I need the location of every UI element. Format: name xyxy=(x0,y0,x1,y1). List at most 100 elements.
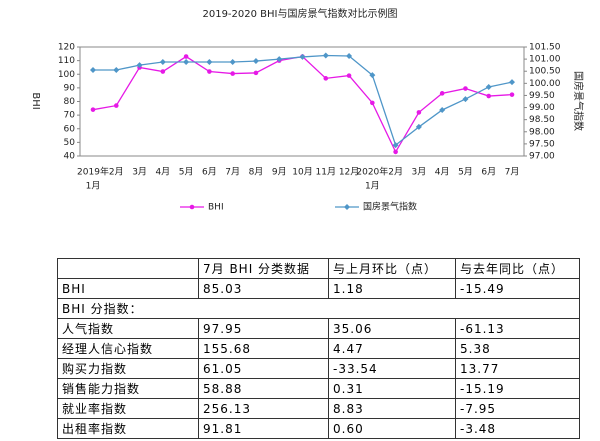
marker xyxy=(299,53,306,60)
x-tick-label: 2月 xyxy=(109,167,124,178)
y2-tick-label: 98.00 xyxy=(529,127,555,137)
table-cell: 91.81 xyxy=(198,418,329,439)
x-tick-label: 7月 xyxy=(505,167,520,178)
marker xyxy=(485,83,492,90)
table-row: 就业率指数 256.13 8.83 -7.95 xyxy=(57,398,580,419)
x-tick-label: 9月 xyxy=(272,167,287,178)
y2-tick-label: 101.00 xyxy=(529,55,561,65)
table-cell: 97.95 xyxy=(198,318,329,339)
table-cell: BHI xyxy=(57,278,199,299)
y-tick-label: 100 xyxy=(58,70,75,80)
table-cell: -3.48 xyxy=(455,418,580,439)
marker xyxy=(462,96,469,103)
x-tick-label: 3月 xyxy=(412,167,427,178)
marker xyxy=(206,59,213,66)
table-header-row: 7月 BHI 分类数据 与上月环比（点） 与去年同比（点） xyxy=(57,258,580,279)
table-row: 出租率指数 91.81 0.60 -3.48 xyxy=(57,418,580,439)
marker xyxy=(207,69,212,74)
x-tick-label: 6月 xyxy=(481,167,496,178)
table-cell: 出租率指数 xyxy=(57,418,199,439)
marker xyxy=(415,123,422,130)
marker xyxy=(136,62,143,69)
x-tick-label: 4月 xyxy=(435,167,450,178)
y-tick-label: 120 xyxy=(58,43,75,53)
table-row: 人气指数 97.95 35.06 -61.13 xyxy=(57,318,580,339)
y2-tick-label: 97.00 xyxy=(529,152,555,162)
x-tick-label: 12月 xyxy=(339,167,359,178)
marker xyxy=(463,86,468,91)
marker xyxy=(393,149,398,155)
table-cell: 61.05 xyxy=(198,358,329,379)
legend-marker xyxy=(344,204,350,210)
table-row: 购买力指数 61.05 -33.54 13.77 xyxy=(57,358,580,379)
table-cell: 58.88 xyxy=(198,378,329,399)
x-tick-label: 1月 xyxy=(86,181,101,192)
table-cell: BHI 分指数： xyxy=(57,298,580,319)
marker xyxy=(230,71,235,76)
plot-frame xyxy=(79,46,525,157)
table-cell: 1.18 xyxy=(328,278,456,299)
header-cell: 与去年同比（点） xyxy=(455,258,580,279)
marker xyxy=(276,56,283,63)
legend-label: BHI xyxy=(208,203,224,213)
header-cell: 7月 BHI 分类数据 xyxy=(198,258,329,279)
y2-tick-label: 100.00 xyxy=(529,79,561,89)
x-tick-label: 6月 xyxy=(202,167,217,178)
marker xyxy=(439,106,446,113)
table-cell: 256.13 xyxy=(198,398,329,419)
table-cell: 85.03 xyxy=(198,278,329,299)
marker xyxy=(183,59,190,66)
x-tick-label: 1月 xyxy=(365,181,380,192)
marker xyxy=(346,73,352,78)
table-row: BHI 85.03 1.18 -15.49 xyxy=(57,278,580,299)
y2-tick-label: 99.00 xyxy=(529,103,555,113)
y2-tick-label: 97.50 xyxy=(529,139,555,149)
y-tick-label: 60 xyxy=(64,124,76,134)
table-cell: -7.95 xyxy=(455,398,580,419)
marker xyxy=(253,70,259,76)
y-tick-label: 40 xyxy=(64,152,76,162)
y-tick-label: 50 xyxy=(64,138,76,148)
table-cell: 13.77 xyxy=(455,358,580,379)
y-tick-label: 80 xyxy=(64,97,76,107)
series-line xyxy=(92,55,513,154)
x-tick-label: 5月 xyxy=(458,167,473,178)
table-cell: 155.68 xyxy=(198,338,329,359)
table-cell: -61.13 xyxy=(455,318,580,339)
x-tick-label: 7月 xyxy=(225,167,240,178)
table-cell: -33.54 xyxy=(328,358,456,379)
marker xyxy=(252,58,259,65)
y-axis-label: BHI xyxy=(30,92,41,109)
table-row: BHI 分指数： xyxy=(57,298,580,319)
marker xyxy=(370,100,375,106)
marker xyxy=(160,69,166,74)
x-tick-label: 3月 xyxy=(132,167,147,178)
table-cell: 经理人信心指数 xyxy=(57,338,199,359)
marker xyxy=(439,91,445,96)
y2-axis-label: 国房景气指数 xyxy=(572,71,585,131)
legend-label: 国房景气指数 xyxy=(363,201,417,213)
y2-tick-label: 98.50 xyxy=(529,115,555,125)
x-tick-label: 2020年 xyxy=(356,166,388,178)
marker xyxy=(229,59,236,66)
marker xyxy=(323,76,329,81)
marker xyxy=(159,59,166,66)
table-cell: 人气指数 xyxy=(57,318,199,339)
table-cell: 8.83 xyxy=(328,398,456,419)
table-cell: 5.38 xyxy=(455,338,580,359)
marker xyxy=(392,142,399,149)
marker xyxy=(509,92,515,97)
table-cell: 就业率指数 xyxy=(57,398,199,419)
marker xyxy=(486,93,492,99)
chart-title: 2019-2020 BHI与国房景气指数对比示例图 xyxy=(202,7,397,20)
x-tick-label: 5月 xyxy=(179,167,194,178)
chart: 2019-2020 BHI与国房景气指数对比示例图 BHI 国房景气指数 40 5… xyxy=(30,7,585,213)
y-tick-label: 70 xyxy=(64,111,76,121)
marker xyxy=(183,54,189,59)
x-tick-label: 11月 xyxy=(316,167,336,178)
marker xyxy=(113,67,120,74)
y2-tick-label: 101.50 xyxy=(529,43,561,53)
x-tick-label: 10月 xyxy=(292,167,312,178)
data-table: 7月 BHI 分类数据 与上月环比（点） 与去年同比（点） BHI 85.03 1.18-… xyxy=(57,258,580,439)
